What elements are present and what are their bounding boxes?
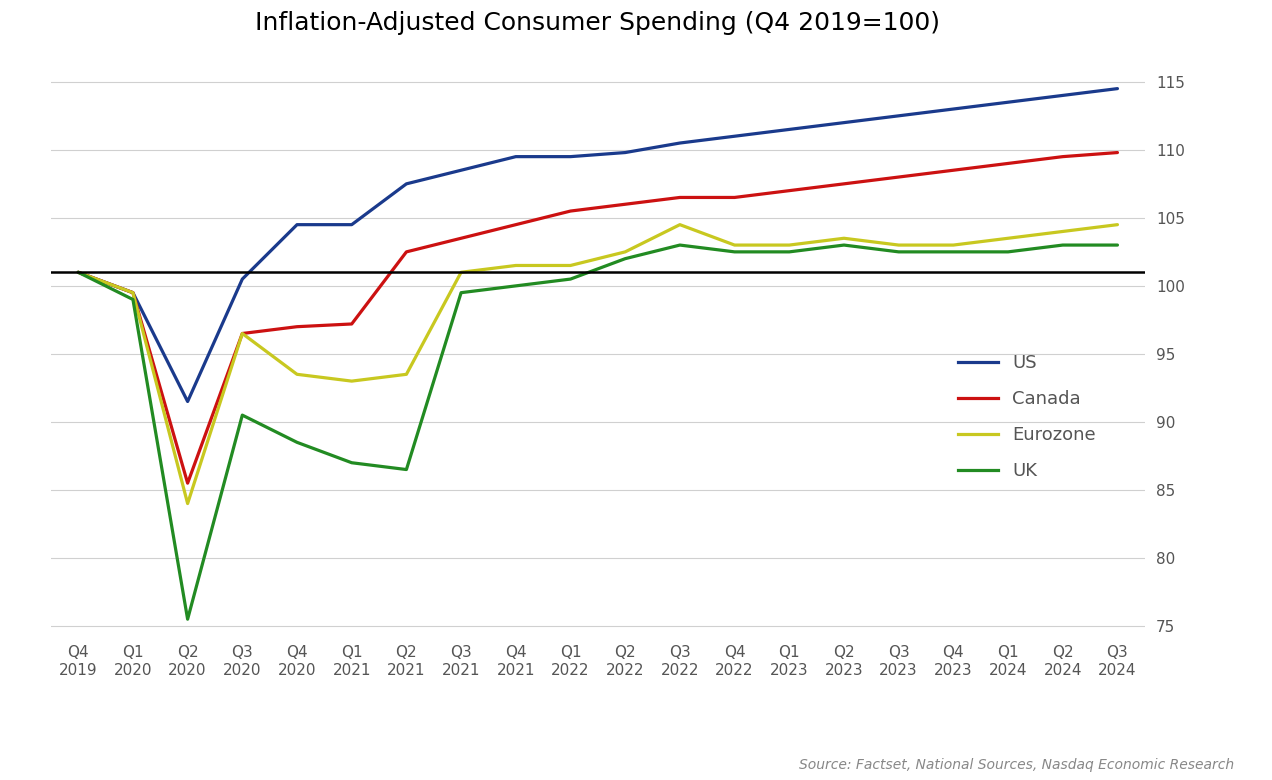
Canada	[946, 165, 962, 175]
UK	[290, 438, 305, 447]
US	[71, 268, 86, 277]
UK	[673, 240, 688, 250]
Canada	[181, 478, 196, 488]
UK	[1109, 240, 1126, 250]
UK	[728, 247, 743, 257]
Eurozone	[673, 220, 688, 229]
Title: Inflation-Adjusted Consumer Spending (Q4 2019=100): Inflation-Adjusted Consumer Spending (Q4…	[256, 11, 940, 34]
Eurozone	[781, 240, 796, 250]
Eurozone	[890, 240, 906, 250]
Line: US: US	[79, 89, 1118, 402]
UK	[343, 458, 360, 467]
Canada	[728, 193, 743, 202]
US	[181, 397, 196, 406]
Eurozone	[290, 370, 305, 379]
UK	[781, 247, 796, 257]
UK	[125, 295, 141, 304]
Line: Eurozone: Eurozone	[79, 225, 1118, 504]
US	[343, 220, 360, 229]
US	[290, 220, 305, 229]
Legend: US, Canada, Eurozone, UK: US, Canada, Eurozone, UK	[950, 347, 1103, 488]
Canada	[1056, 152, 1071, 161]
UK	[890, 247, 906, 257]
US	[890, 111, 906, 120]
Canada	[890, 172, 906, 182]
Eurozone	[1056, 227, 1071, 236]
US	[781, 125, 796, 134]
US	[946, 105, 962, 114]
Eurozone	[728, 240, 743, 250]
UK	[71, 268, 86, 277]
Canada	[673, 193, 688, 202]
Eurozone	[509, 261, 524, 270]
UK	[618, 254, 633, 264]
UK	[399, 465, 415, 474]
Eurozone	[618, 247, 633, 257]
Eurozone	[946, 240, 962, 250]
US	[1056, 90, 1071, 100]
Eurozone	[234, 329, 249, 339]
US	[728, 132, 743, 141]
Eurozone	[1109, 220, 1126, 229]
Eurozone	[343, 377, 360, 386]
Eurozone	[1000, 233, 1015, 243]
Canada	[509, 220, 524, 229]
Canada	[343, 319, 360, 328]
Canada	[453, 233, 468, 243]
Text: Source: Factset, National Sources, Nasdaq Economic Research: Source: Factset, National Sources, Nasda…	[799, 758, 1234, 772]
Eurozone	[399, 370, 415, 379]
Line: UK: UK	[79, 245, 1118, 619]
Canada	[234, 329, 249, 339]
US	[673, 138, 688, 147]
Canada	[1000, 159, 1015, 168]
UK	[946, 247, 962, 257]
UK	[453, 288, 468, 297]
UK	[509, 282, 524, 291]
Eurozone	[125, 288, 141, 297]
Canada	[1109, 148, 1126, 158]
UK	[1056, 240, 1071, 250]
US	[618, 148, 633, 158]
Eurozone	[453, 268, 468, 277]
US	[562, 152, 577, 161]
Eurozone	[562, 261, 577, 270]
US	[234, 275, 249, 284]
Eurozone	[71, 268, 86, 277]
Canada	[781, 186, 796, 195]
Canada	[125, 288, 141, 297]
UK	[837, 240, 852, 250]
Canada	[290, 322, 305, 332]
UK	[1000, 247, 1015, 257]
UK	[234, 410, 249, 420]
Canada	[399, 247, 415, 257]
US	[837, 118, 852, 127]
Canada	[837, 179, 852, 189]
Eurozone	[837, 233, 852, 243]
UK	[181, 615, 196, 624]
Canada	[618, 200, 633, 209]
Canada	[71, 268, 86, 277]
Line: Canada: Canada	[79, 153, 1118, 483]
US	[1000, 98, 1015, 107]
UK	[562, 275, 577, 284]
US	[509, 152, 524, 161]
US	[125, 288, 141, 297]
US	[1109, 84, 1126, 94]
Canada	[562, 207, 577, 216]
Eurozone	[181, 499, 196, 509]
US	[453, 165, 468, 175]
US	[399, 179, 415, 189]
